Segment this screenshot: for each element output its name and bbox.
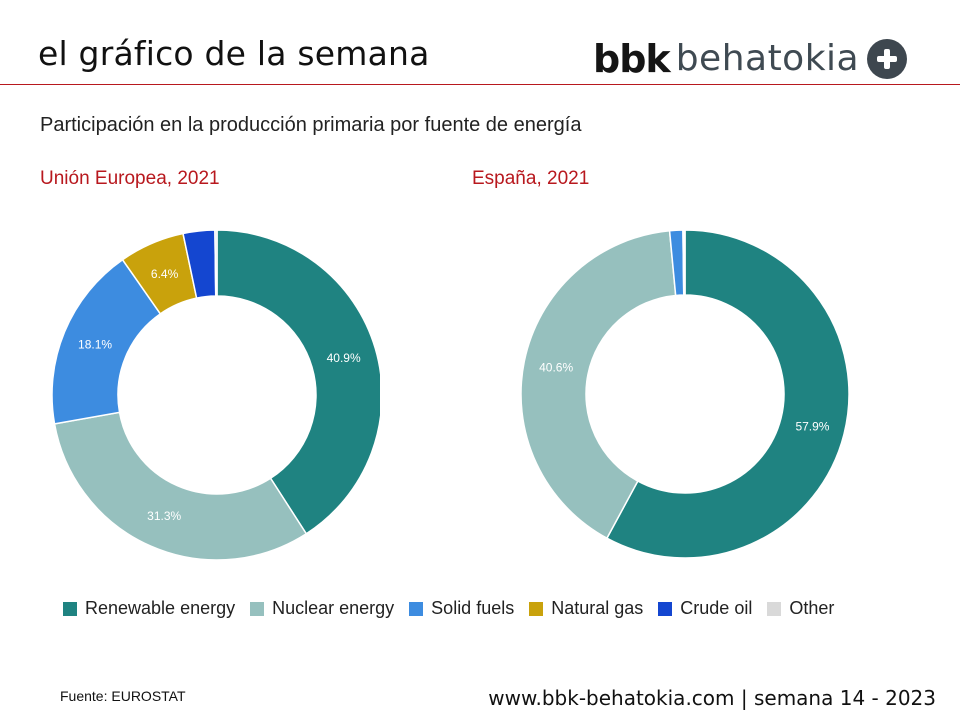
- legend-swatch-solid-fuels: [409, 601, 424, 616]
- legend-item-solid-fuels: Solid fuels: [409, 598, 514, 619]
- legend-item-renewable-energy: Renewable energy: [63, 598, 235, 619]
- source-note: Fuente: EUROSTAT: [60, 688, 186, 704]
- eu-slice-other: [214, 229, 218, 297]
- legend-swatch-crude-oil: [658, 601, 673, 616]
- legend-swatch-nuclear-energy: [250, 601, 265, 616]
- eu-label-renewable-energy: 40.9%: [327, 351, 361, 365]
- eu-label-natural-gas: 6.4%: [151, 267, 179, 281]
- header-divider: [0, 84, 960, 85]
- page-title: el gráfico de la semana: [38, 34, 430, 73]
- logo-bbk-text: bbk: [593, 37, 671, 81]
- legend-swatch-natural-gas: [529, 601, 544, 616]
- legend-item-other: Other: [767, 598, 834, 619]
- legend-label-other: Other: [789, 598, 835, 618]
- es-label-renewable-energy: 57.9%: [795, 419, 829, 433]
- legend-label-crude-oil: Crude oil: [680, 598, 753, 618]
- legend-item-natural-gas: Natural gas: [529, 598, 643, 619]
- eu-label-solid-fuels: 18.1%: [78, 337, 112, 351]
- legend-label-renewable-energy: Renewable energy: [85, 598, 236, 618]
- legend-label-nuclear-energy: Nuclear energy: [272, 598, 395, 618]
- eu-slice-renewable-energy: [216, 229, 380, 535]
- legend-item-nuclear-energy: Nuclear energy: [250, 598, 394, 619]
- brand-logo: bbk behatokia: [593, 34, 908, 84]
- es-slice-renewable-energy: [605, 229, 850, 559]
- footer-text: www.bbk-behatokia.com | semana 14 - 2023: [488, 686, 936, 710]
- legend-swatch-renewable-energy: [63, 601, 77, 616]
- es-slice-nuclear-energy: [520, 229, 677, 540]
- es-slice-other: [683, 229, 686, 296]
- es-donut-chart: 57.9% 40.6%: [520, 229, 850, 559]
- eu-slice-nuclear-energy: [53, 411, 308, 561]
- es-label-nuclear-energy: 40.6%: [539, 361, 573, 375]
- eu-donut-chart: 40.9% 31.3% 18.1% 6.4%: [51, 229, 380, 561]
- plus-circle-icon: [867, 39, 908, 79]
- eu-chart-title: Unión Europea, 2021: [40, 168, 220, 189]
- logo-behatokia-text: behatokia: [675, 38, 860, 79]
- legend-label-natural-gas: Natural gas: [551, 598, 644, 618]
- chart-legend: Renewable energy Nuclear energy Solid fuel…: [63, 598, 849, 619]
- eu-label-nuclear-energy: 31.3%: [147, 509, 181, 523]
- legend-item-crude-oil: Crude oil: [658, 598, 752, 619]
- legend-swatch-other: [767, 601, 782, 616]
- chart-subtitle: Participación en la producción primaria …: [40, 114, 582, 136]
- es-chart-title: España, 2021: [472, 168, 590, 189]
- legend-label-solid-fuels: Solid fuels: [431, 598, 515, 618]
